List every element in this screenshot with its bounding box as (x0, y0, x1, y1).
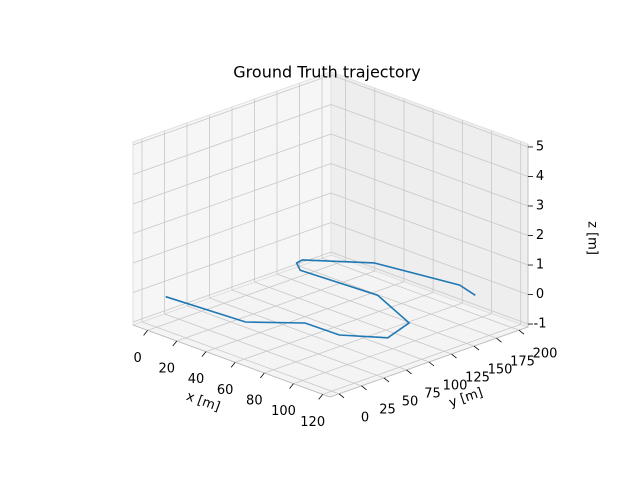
x-axis-line (132, 324, 331, 398)
grid-line (231, 289, 430, 363)
z-tick-label: 2 (536, 228, 544, 243)
y-tick (518, 329, 525, 335)
y-tick-label: 100 (443, 379, 468, 394)
grid-line (141, 321, 340, 395)
y-tick-label: 125 (465, 371, 490, 386)
grid-line (132, 133, 332, 205)
x-tick-label: 20 (159, 362, 176, 377)
chart-title: Ground Truth trajectory (233, 63, 420, 82)
grid-line (132, 222, 332, 293)
x-tick-label: 60 (217, 383, 234, 398)
y-tick-label: 0 (361, 410, 369, 425)
x-tick (143, 330, 148, 336)
grid-line (254, 281, 452, 355)
grid-line (330, 133, 529, 207)
y-tick (473, 345, 480, 351)
grid-line (276, 273, 475, 347)
x-tick (230, 362, 236, 368)
y-tick (451, 353, 457, 359)
grid-line (330, 251, 529, 325)
x-tick (201, 351, 207, 357)
y-tick (383, 377, 390, 383)
z-tick-label: 0 (536, 287, 544, 302)
grid-line (330, 192, 529, 266)
x-tick-label: 40 (188, 372, 205, 387)
grid-line (132, 251, 332, 323)
z-tick-label: 5 (536, 139, 544, 154)
z-axis-label: z [m] (585, 221, 600, 255)
grid-line (186, 305, 385, 379)
x-tick-label: 100 (271, 404, 296, 419)
grid-line (330, 222, 529, 295)
grid-line (330, 74, 529, 148)
x-tick-label: 120 (300, 415, 325, 430)
grid-line (132, 74, 332, 146)
grid (132, 74, 529, 395)
grid-line (330, 163, 529, 236)
y-tick-label: 175 (510, 355, 535, 370)
grid-line (164, 313, 362, 387)
x-tick (172, 340, 178, 347)
x-tick (289, 383, 294, 389)
x-tick-label: 0 (133, 351, 141, 366)
y-tick-label: 75 (424, 386, 441, 401)
y-tick-label: 25 (379, 402, 396, 417)
plot (165, 259, 476, 339)
trajectory-line (165, 259, 476, 339)
y-tick-label: 150 (488, 363, 513, 378)
y-tick (406, 369, 412, 375)
grid-line (299, 265, 497, 339)
z-tick-label: 4 (536, 169, 544, 184)
grid-line (132, 104, 332, 175)
y-tick (338, 393, 345, 399)
z-tick-label: 3 (536, 198, 544, 213)
y-tick (428, 361, 435, 367)
x-tick-label: 80 (246, 394, 263, 409)
z-tick-label: -1 (534, 317, 547, 332)
grid-line (209, 297, 407, 371)
grid-line (132, 163, 332, 234)
z-tick-label: 1 (536, 258, 544, 273)
x-tick (260, 372, 265, 379)
y-tick (496, 337, 502, 343)
grid-line (330, 104, 529, 177)
grid-line (132, 192, 332, 264)
y-tick (361, 385, 367, 391)
grid-line (321, 257, 520, 331)
y-tick-label: 200 (533, 347, 558, 362)
y-tick-label: 50 (402, 394, 419, 409)
x-tick (318, 394, 324, 400)
